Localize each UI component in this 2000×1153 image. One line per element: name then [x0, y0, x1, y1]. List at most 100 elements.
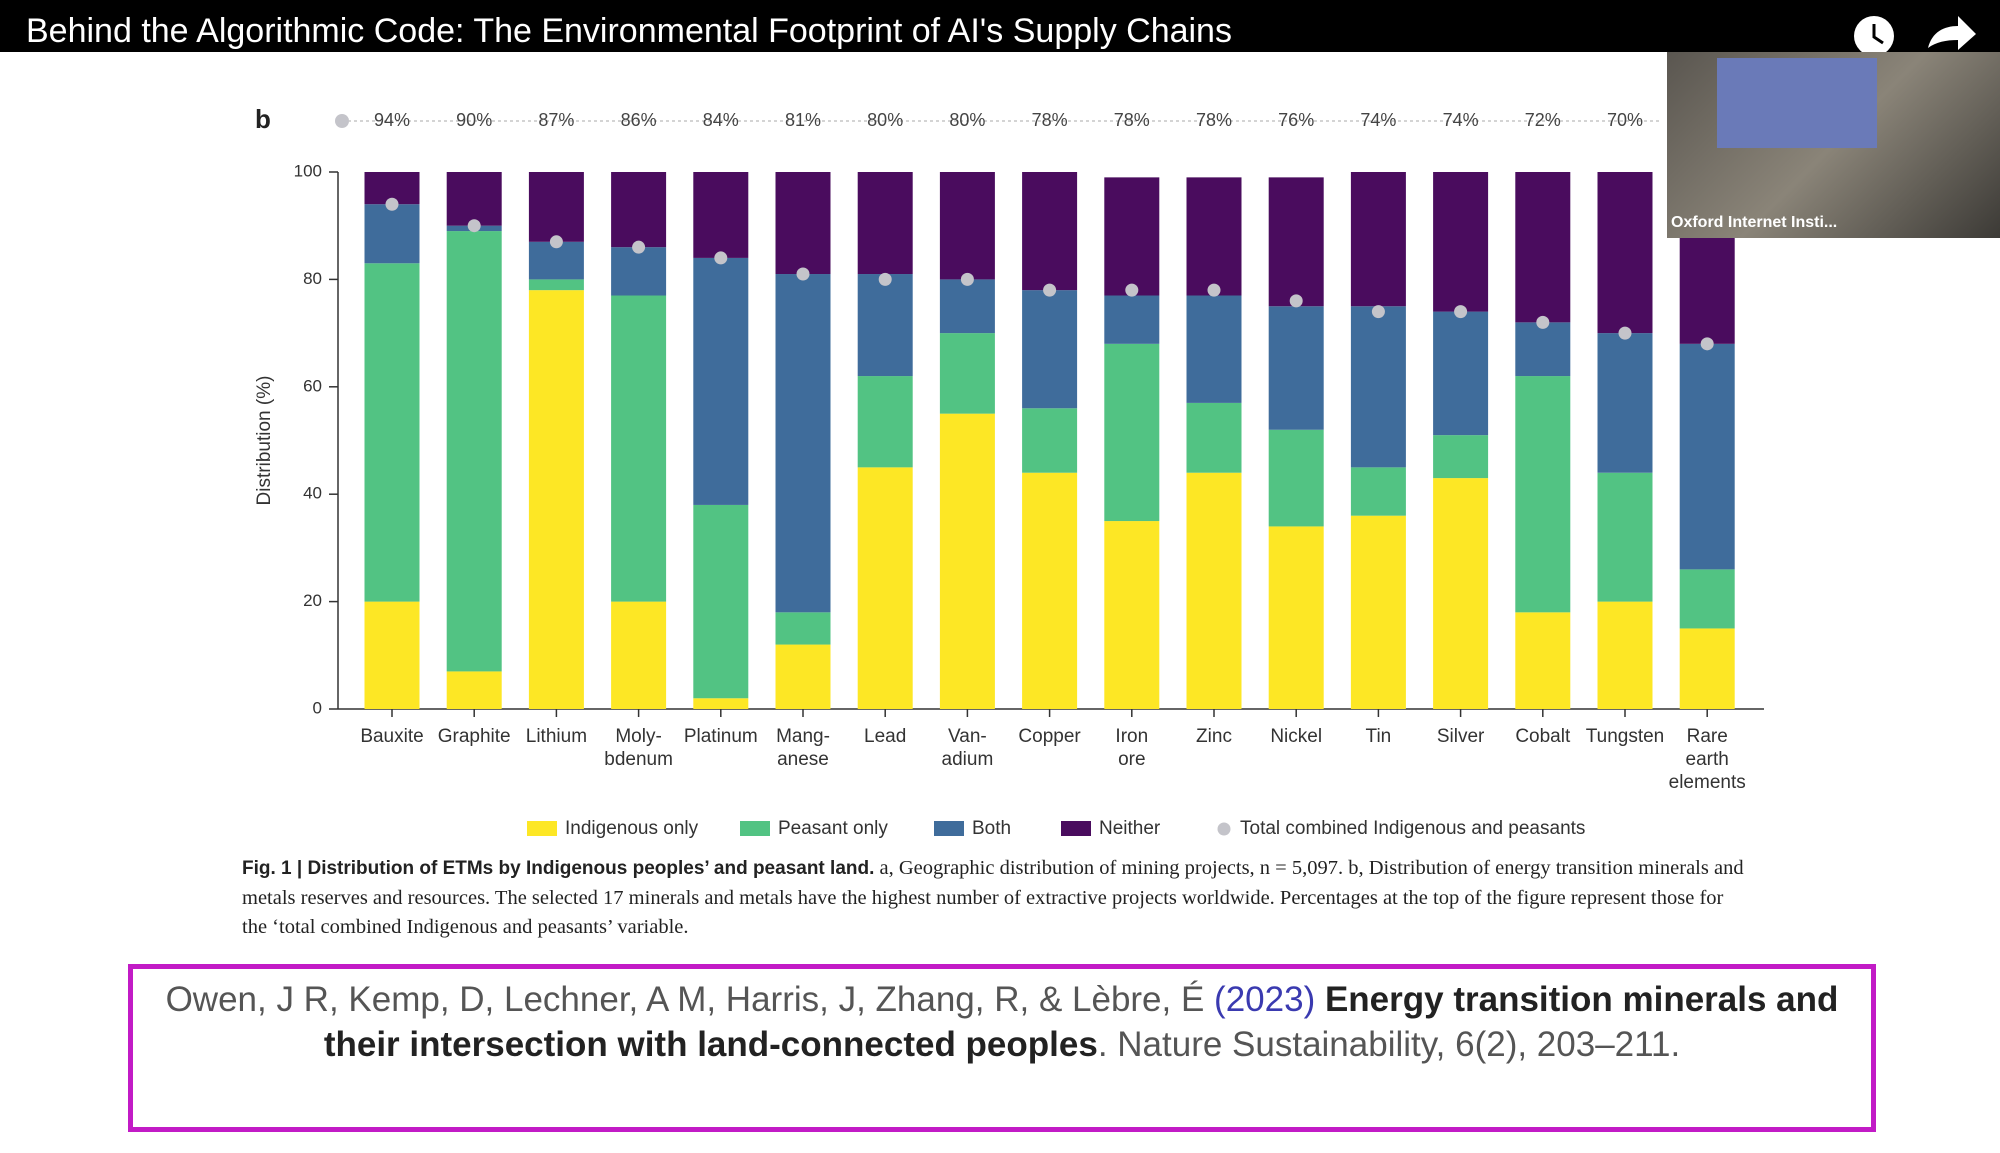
x-tick-label: Tin — [1366, 726, 1392, 747]
x-tick-label-line: Graphite — [438, 726, 511, 747]
total-dot — [796, 267, 810, 281]
x-tick-label: Iron ore — [1115, 726, 1148, 770]
legend-total-dot-top — [335, 114, 349, 128]
chart: b Distribution (%) 0 20 40 60 80 100 94% Bauxite 9… — [254, 104, 1764, 839]
total-dot — [1536, 315, 1550, 329]
bar-segment — [1597, 472, 1653, 602]
bar-segment — [1597, 172, 1653, 334]
bar-segment — [1186, 295, 1242, 403]
total-label: 80% — [949, 110, 985, 130]
webcam-overlay: Oxford Internet Insti... — [1667, 52, 2000, 238]
figure-caption: Fig. 1 | Distribution of ETMs by Indigen… — [242, 854, 1752, 943]
legend-swatch — [1217, 822, 1231, 836]
citation-authors: Owen, J R, Kemp, D, Lechner, A M, Harris… — [165, 980, 1215, 1019]
bar-segment — [775, 612, 831, 645]
x-tick-label-line: Iron — [1115, 726, 1148, 747]
x-tick-label-line: Rare — [1687, 726, 1728, 747]
total-dot — [1289, 294, 1303, 308]
bar-segment — [1350, 467, 1406, 516]
bar-segment — [1268, 306, 1324, 430]
total-dot — [385, 197, 399, 211]
bar-segment — [1679, 343, 1735, 570]
total-dot — [878, 272, 892, 286]
bar-segment — [1350, 306, 1406, 468]
x-tick-label-line: Copper — [1018, 726, 1081, 747]
bar-segment — [528, 279, 584, 291]
bar-segment — [1104, 295, 1160, 344]
bar-segment — [1515, 376, 1571, 613]
bar-segment — [1350, 515, 1406, 709]
bar-segment — [693, 504, 749, 699]
x-tick-label-line: Tungsten — [1586, 726, 1665, 747]
x-tick-label-line: Zinc — [1196, 726, 1232, 747]
x-tick-label: Silver — [1437, 726, 1485, 747]
share-icon[interactable] — [1928, 16, 1976, 50]
bar-segment — [1022, 172, 1078, 291]
bar-segment — [1433, 478, 1489, 709]
bar-segment — [611, 247, 667, 296]
legend-label: Both — [972, 818, 1011, 839]
bar-segment — [1104, 177, 1160, 296]
x-tick-label: Copper — [1018, 726, 1081, 747]
bar-segment — [1350, 172, 1406, 307]
total-dot — [1700, 337, 1714, 351]
bar-segment — [1022, 290, 1078, 409]
citation-year: (2023) — [1214, 980, 1316, 1019]
video-top-bar: Behind the Algorithmic Code: The Environ… — [0, 0, 2000, 52]
bar-segment — [857, 467, 913, 709]
bar-segment — [446, 671, 502, 709]
total-dot — [1207, 283, 1221, 297]
bar-segment — [1433, 435, 1489, 479]
bar-segment — [1515, 172, 1571, 323]
bar-segment — [775, 172, 831, 275]
bar-segment — [446, 231, 502, 672]
total-dot — [467, 219, 481, 233]
total-dot — [1125, 283, 1139, 297]
bar-segment — [1268, 526, 1324, 709]
total-label: 74% — [1443, 110, 1479, 130]
icons — [1854, 16, 1976, 52]
citation-title: Energy transition minerals and their int… — [323, 980, 1839, 1064]
bar-segment — [1104, 343, 1160, 522]
total-dot — [1371, 305, 1385, 319]
legend-label: Neither — [1099, 818, 1161, 839]
bar-segment — [939, 413, 995, 709]
total-label: 74% — [1360, 110, 1396, 130]
y-tick-label: 20 — [303, 591, 322, 610]
caption-label: Fig. 1 | Distribution of ETMs by Indigen… — [242, 858, 875, 879]
x-tick-label-line: Platinum — [684, 726, 758, 747]
x-tick-label-line: Nickel — [1270, 726, 1322, 747]
x-tick-label: Mang-anese — [776, 726, 830, 770]
legend-label: Total combined Indigenous and peasants — [1240, 818, 1585, 839]
x-tick-label-line: elements — [1669, 772, 1746, 793]
bar-segment — [1022, 408, 1078, 473]
bar-segment — [364, 601, 420, 709]
bar-segment — [446, 172, 502, 226]
x-tick-label: Moly-bdenum — [604, 726, 673, 770]
total-label: 94% — [374, 110, 410, 130]
watch-later-icon[interactable] — [1854, 16, 1894, 52]
total-label: 78% — [1032, 110, 1068, 130]
bar-segment — [857, 172, 913, 275]
x-tick-label-line: Mang- — [776, 726, 830, 747]
x-tick-label: Tungsten — [1586, 726, 1665, 747]
total-label: 76% — [1278, 110, 1314, 130]
bar-segment — [1268, 177, 1324, 307]
legend-swatch — [740, 821, 770, 836]
video-title: Behind the Algorithmic Code: The Environ… — [26, 12, 1232, 50]
webcam-screen — [1717, 58, 1877, 148]
x-tick-label: Nickel — [1270, 726, 1322, 747]
bar-segment — [857, 274, 913, 377]
webcam-label: Oxford Internet Insti... — [1671, 214, 1838, 231]
bar-segment — [1186, 472, 1242, 709]
bar-segment — [1268, 429, 1324, 527]
y-tick-label: 100 — [294, 161, 322, 180]
bar-segment — [939, 172, 995, 280]
total-label: 78% — [1114, 110, 1150, 130]
bar-segment — [1679, 628, 1735, 709]
caption-text: a, Geographic distribution of mining pro… — [242, 857, 1744, 938]
x-tick-label-line: Van- — [948, 726, 987, 747]
bar-segment — [1597, 601, 1653, 709]
bar-segment — [1515, 322, 1571, 377]
bar-segment — [857, 376, 913, 468]
